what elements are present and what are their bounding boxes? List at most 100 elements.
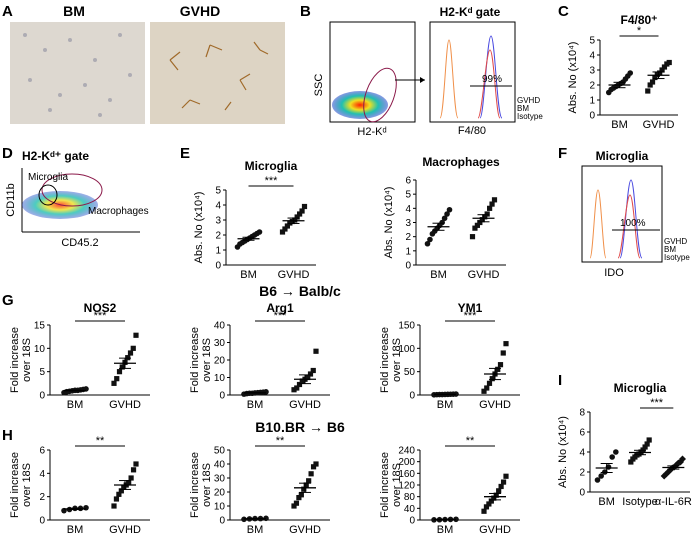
y-tick-label: 0	[215, 261, 221, 272]
data-point	[130, 345, 136, 351]
y-axis-label: over 18S	[201, 338, 213, 382]
data-point	[133, 332, 139, 338]
data-point	[439, 219, 445, 226]
y-tick-label: 10	[214, 502, 226, 513]
panel-label-c: C	[558, 3, 569, 20]
x-tick-label: BM	[611, 119, 628, 131]
y-tick-label: 5	[39, 367, 45, 378]
panel-b-bm-curve	[477, 49, 501, 119]
y-tick-label: 40	[214, 321, 226, 332]
x-tick-label: GVHD	[468, 269, 500, 281]
data-point	[500, 350, 506, 356]
y-tick-label: 4	[589, 51, 595, 62]
panel-g-heading: B6 → Balb/c	[259, 283, 341, 299]
y-tick-label: 30	[214, 338, 226, 349]
data-point	[291, 503, 297, 509]
data-point	[446, 206, 453, 213]
panel-d-macrophage-gate	[41, 173, 103, 207]
data-point	[127, 350, 134, 356]
data-point	[296, 495, 302, 501]
y-axis-label: Fold increase	[9, 327, 21, 393]
y-tick-label: 30	[214, 474, 226, 485]
data-point	[484, 211, 490, 217]
y-tick-label: 3	[405, 218, 411, 229]
y-tick-label: 2	[215, 231, 221, 242]
y-tick-label: 6	[405, 176, 411, 187]
panel-label-f: F	[558, 145, 567, 162]
y-axis-label: over 18S	[21, 338, 33, 382]
panel-d-xlabel: CD45.2	[61, 237, 98, 249]
x-tick-label: BM	[67, 524, 84, 536]
y-tick-label: 2	[579, 468, 585, 479]
micrograph-gvhd	[150, 22, 285, 124]
y-tick-label: 3	[589, 66, 595, 77]
x-tick-label: BM	[437, 524, 454, 536]
significance-label: **	[96, 435, 105, 447]
data-point	[313, 348, 319, 354]
data-point	[305, 374, 311, 381]
y-tick-label: 100	[398, 344, 415, 355]
data-point	[642, 444, 648, 450]
y-tick-label: 2	[405, 232, 411, 243]
y-tick-label: 5	[405, 190, 411, 201]
plot-h2: 0 10 20 30 40 50 BM GVHD Fold increase over 18S **	[189, 435, 330, 536]
y-tick-label: 0	[579, 488, 585, 499]
data-point	[310, 367, 316, 374]
y-tick-label: 0	[219, 391, 225, 402]
data-point	[666, 59, 672, 66]
data-point	[256, 229, 263, 235]
data-point	[488, 498, 494, 504]
y-tick-label: 0	[39, 516, 45, 527]
data-point	[491, 197, 498, 203]
panel-label-i: I	[558, 372, 562, 389]
x-tick-label: BM	[437, 399, 454, 411]
y-tick-label: 150	[398, 321, 415, 332]
y-tick-label: 40	[404, 504, 416, 515]
data-point	[310, 464, 317, 470]
x-tick-label: α-IL-6R	[655, 496, 692, 508]
y-axis-label: over 18S	[391, 463, 403, 507]
data-point	[294, 385, 300, 391]
y-axis-label: over 18S	[21, 463, 33, 507]
data-point	[503, 473, 509, 479]
data-point	[644, 441, 650, 447]
y-tick-label: 1	[215, 246, 221, 257]
micrograph-bm	[10, 22, 145, 124]
data-point	[306, 478, 312, 484]
x-tick-label: GVHD	[289, 524, 321, 536]
y-axis-label: Fold increase	[379, 327, 391, 393]
panel-f-title: Microglia	[596, 149, 649, 163]
panel-d-ylabel: CD11b	[5, 183, 17, 216]
chart-title: Arg1	[266, 301, 294, 315]
data-point	[111, 380, 117, 386]
y-tick-label: 120	[398, 481, 415, 492]
panel-label-e: E	[180, 145, 190, 162]
chart-title: Macrophages	[422, 155, 500, 169]
y-tick-label: 200	[398, 457, 415, 468]
x-tick-label: BM	[430, 269, 447, 281]
data-point	[279, 229, 286, 235]
data-point	[627, 70, 634, 76]
panel-d-gate-title: H2-Kᵈ⁺ gate	[22, 149, 89, 163]
plot-g3: 0 50 100 150 BM GVHD Fold increase over 18S YM1*…	[379, 301, 520, 411]
data-point	[114, 376, 120, 382]
panel-f-gvhd-curve	[619, 179, 643, 259]
panel-b-gvhd-curve	[479, 35, 503, 119]
significance-label: ***	[274, 310, 288, 322]
data-point	[293, 500, 300, 506]
data-point	[297, 211, 303, 217]
chart-title: Microglia	[245, 159, 298, 173]
y-tick-label: 1	[589, 96, 595, 107]
data-point	[116, 491, 122, 497]
data-point	[496, 488, 502, 494]
panel-b-density	[332, 91, 388, 119]
y-tick-label: 0	[405, 261, 411, 272]
panel-f-histogram-frame	[581, 165, 663, 263]
y-tick-label: 0	[39, 391, 45, 402]
data-point	[111, 503, 117, 509]
data-point	[503, 341, 509, 347]
data-point	[292, 217, 298, 223]
x-tick-label: GVHD	[278, 269, 310, 281]
data-point	[598, 473, 604, 479]
